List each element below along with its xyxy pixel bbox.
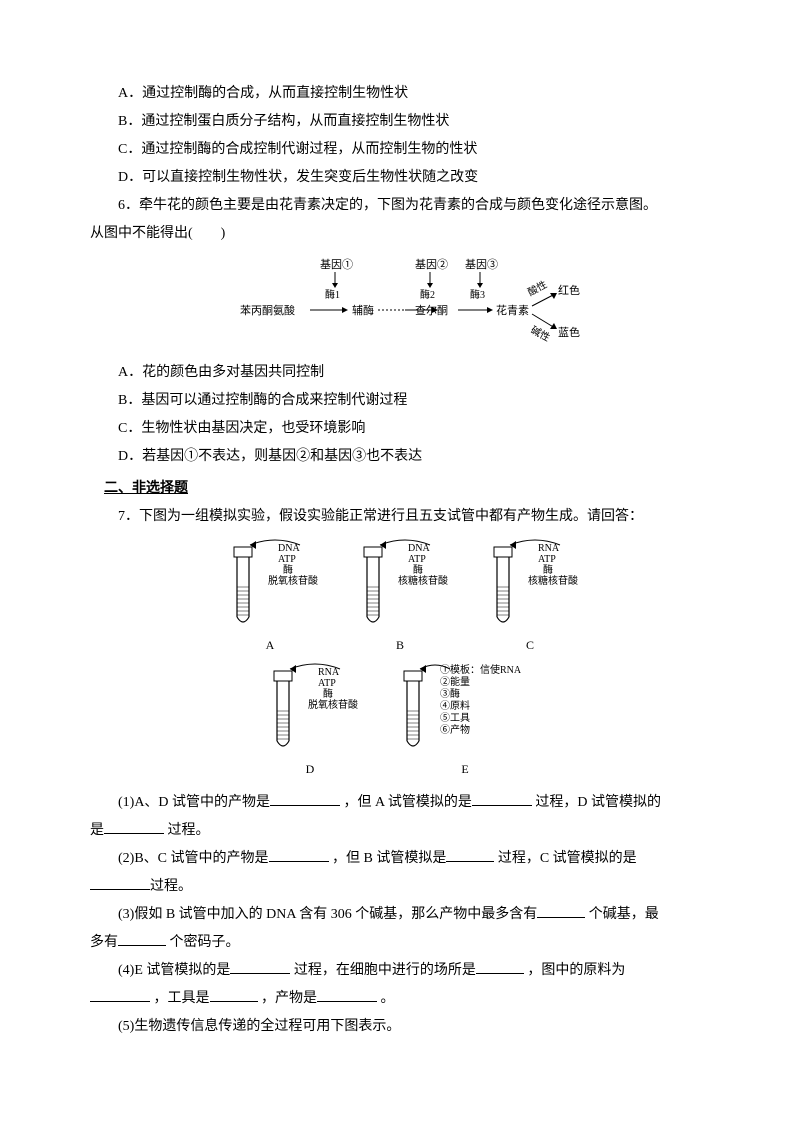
q5-option-b: B．通过控制蛋白质分子结构，从而直接控制生物性状: [90, 108, 710, 136]
q5-option-a: A．通过控制酶的合成，从而直接控制生物性状: [90, 80, 710, 108]
svg-text:ATP: ATP: [278, 554, 296, 565]
tube-c-label: C: [526, 633, 534, 657]
svg-text:酶: 酶: [543, 563, 553, 576]
q5-option-d: D．可以直接控制生物性状，发生突变后生物性状随之改变: [90, 164, 710, 192]
q6-option-d: D．若基因①不表达，则基因②和基因③也不表达: [90, 443, 710, 471]
svg-text:ATP: ATP: [408, 554, 426, 565]
svg-text:①模板：信使RNA: ①模板：信使RNA: [440, 663, 522, 676]
svg-text:红色: 红色: [558, 283, 580, 297]
svg-text:⑥产物: ⑥产物: [440, 723, 470, 736]
blank: [472, 789, 532, 806]
blank: [269, 845, 329, 862]
svg-text:DNA: DNA: [278, 543, 300, 554]
svg-text:酶: 酶: [413, 563, 423, 576]
svg-text:核糖核苷酸: 核糖核苷酸: [528, 574, 578, 587]
q6-option-c: C．生物性状由基因决定，也受环境影响: [90, 415, 710, 443]
blank: [210, 985, 258, 1002]
svg-text:酶1: 酶1: [325, 288, 340, 301]
svg-text:酶: 酶: [323, 687, 333, 700]
svg-text:②能量: ②能量: [440, 675, 470, 688]
svg-text:查尔酮: 查尔酮: [415, 303, 448, 317]
svg-text:ATP: ATP: [318, 678, 336, 689]
blank: [317, 985, 377, 1002]
blank: [270, 789, 340, 806]
tube-b-label: B: [396, 633, 404, 657]
svg-text:基因③: 基因③: [465, 258, 498, 271]
tube-d: RNA ATP 酶 脱氧核苷酸 D: [260, 663, 360, 781]
svg-text:苯丙酮氨酸: 苯丙酮氨酸: [240, 303, 295, 317]
blank: [230, 957, 290, 974]
q6-option-a: A．花的颜色由多对基因共同控制: [90, 359, 710, 387]
q6-stem-line1: 6．牵牛花的颜色主要是由花青素决定的，下图为花青素的合成与颜色变化途径示意图。: [90, 192, 710, 220]
svg-text:ATP: ATP: [538, 554, 556, 565]
blank: [90, 873, 150, 890]
q6-option-b: B．基因可以通过控制酶的合成来控制代谢过程: [90, 387, 710, 415]
svg-text:花青素: 花青素: [496, 304, 529, 317]
q7-sub5: (5)生物遗传信息传递的全过程可用下图表示。: [90, 1013, 710, 1041]
svg-text:酶: 酶: [283, 563, 293, 576]
svg-text:③酶: ③酶: [440, 687, 460, 700]
svg-text:RNA: RNA: [318, 667, 340, 678]
q5-option-c: C．通过控制酶的合成控制代谢过程，从而控制生物的性状: [90, 136, 710, 164]
q6-stem-line2: 从图中不能得出( ): [90, 220, 710, 248]
tube-a-label: A: [266, 633, 275, 657]
q7-sub2-cont: 过程。: [90, 873, 710, 901]
q7-sub2: (2)B、C 试管中的产物是 ，但 B 试管模拟是 过程，C 试管模拟的是: [90, 845, 710, 873]
section-2-title: 二、非选择题: [90, 475, 710, 503]
q7-sub3: (3)假如 B 试管中加入的 DNA 含有 306 个碱基，那么产物中最多含有 …: [90, 901, 710, 929]
q7-sub3-cont: 多有 个密码子。: [90, 929, 710, 957]
svg-text:⑤工具: ⑤工具: [440, 712, 470, 724]
svg-text:碱性: 碱性: [529, 323, 553, 344]
q7-sub1-cont: 是 过程。: [90, 817, 710, 845]
blank: [537, 901, 585, 918]
q7-sub1: (1)A、D 试管中的产物是 ，但 A 试管模拟的是 过程，D 试管模拟的: [90, 789, 710, 817]
svg-text:DNA: DNA: [408, 543, 430, 554]
tube-e: ①模板：信使RNA ②能量 ③酶 ④原料 ⑤工具 ⑥产物 E: [390, 663, 540, 781]
tube-a: DNA ATP 酶 脱氧核苷酸 A: [220, 539, 320, 657]
svg-text:辅酶: 辅酶: [352, 303, 374, 317]
blank: [90, 985, 150, 1002]
svg-text:酸性: 酸性: [525, 278, 549, 299]
q7-diagram: DNA ATP 酶 脱氧核苷酸 A: [90, 539, 710, 781]
svg-text:基因②: 基因②: [415, 258, 448, 271]
tube-c: RNA ATP 酶 核糖核苷酸 C: [480, 539, 580, 657]
svg-text:脱氧核苷酸: 脱氧核苷酸: [268, 574, 318, 587]
tube-b: DNA ATP 酶 核糖核苷酸 B: [350, 539, 450, 657]
tube-d-label: D: [306, 757, 315, 781]
q7-stem: 7．下图为一组模拟实验，假设实验能正常进行且五支试管中都有产物生成。请回答：: [90, 503, 710, 531]
blank: [118, 929, 166, 946]
svg-text:RNA: RNA: [538, 543, 560, 554]
svg-text:酶2: 酶2: [420, 288, 435, 301]
tube-e-label: E: [461, 757, 468, 781]
svg-text:基因①: 基因①: [320, 258, 353, 271]
q6-diagram: 基因① 基因② 基因③ 酶1 酶2 酶3 苯丙酮氨酸 辅酶 查尔酮 花青素 酸性…: [90, 256, 710, 351]
q7-sub4: (4)E 试管模拟的是 过程，在细胞中进行的场所是 ，图中的原料为: [90, 957, 710, 985]
blank: [476, 957, 524, 974]
svg-text:核糖核苷酸: 核糖核苷酸: [398, 574, 448, 587]
blank: [104, 817, 164, 834]
svg-text:酶3: 酶3: [470, 288, 485, 301]
svg-text:蓝色: 蓝色: [558, 325, 580, 339]
blank: [446, 845, 494, 862]
q7-sub4-cont: ，工具是 ，产物是 。: [90, 985, 710, 1013]
svg-text:④原料: ④原料: [440, 699, 470, 712]
svg-text:脱氧核苷酸: 脱氧核苷酸: [308, 698, 358, 711]
